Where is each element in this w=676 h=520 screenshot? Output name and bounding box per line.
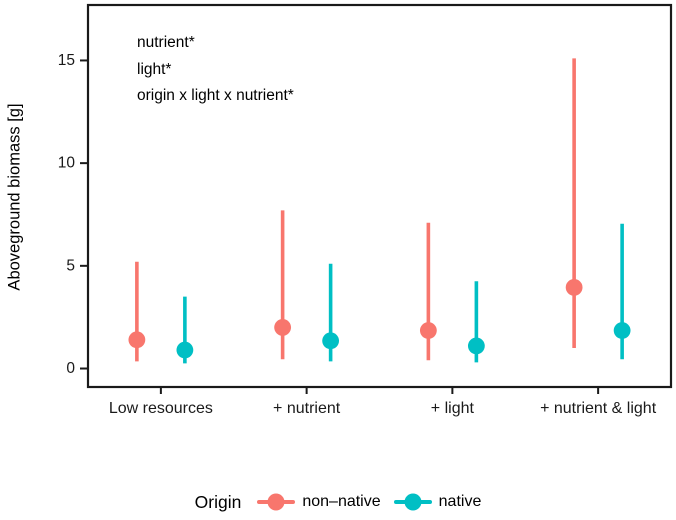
annotations: nutrient* light* origin x light x nutrie… (137, 30, 294, 110)
legend-label-non-native: non–native (302, 493, 381, 510)
legend-entry-non-native: non–native (257, 493, 381, 511)
data-point (613, 322, 631, 339)
data-point (419, 322, 437, 339)
annotation-line: light* (137, 60, 172, 78)
x-tick-label: Low resources (109, 400, 213, 417)
pointrange-glyph-icon (393, 493, 432, 511)
legend: Origin non–native native (0, 486, 676, 518)
data-point (128, 331, 146, 349)
data-point (176, 341, 194, 359)
plot-area: 0 5 10 15 Low resources + nutrient + light + nu… (58, 3, 673, 417)
legend-dot-icon (267, 493, 285, 511)
x-tick-label: + nutrient (273, 400, 341, 417)
data-point (274, 319, 292, 336)
y-tick-label: 10 (58, 155, 76, 172)
y-tick-label: 0 (66, 360, 75, 377)
legend-label-native: native (438, 493, 482, 510)
legend-entry-native: native (393, 493, 482, 511)
legend-dot-icon (404, 493, 422, 511)
annotation-line: nutrient* (137, 34, 195, 51)
y-tick-label: 15 (58, 52, 75, 69)
annotation-line: origin x light x nutrient* (137, 87, 294, 104)
legend-title: Origin (194, 491, 242, 512)
y-axis-title: Aboveground biomass [g] (5, 103, 24, 291)
data-point (565, 278, 583, 296)
data-point (467, 337, 485, 355)
panel-border (86, 3, 673, 389)
x-tick-label: + nutrient & light (540, 400, 657, 417)
data-point (322, 332, 340, 350)
pointrange-glyph-icon (257, 493, 296, 511)
x-tick-label: + light (431, 400, 475, 417)
y-tick-label: 5 (66, 257, 75, 274)
